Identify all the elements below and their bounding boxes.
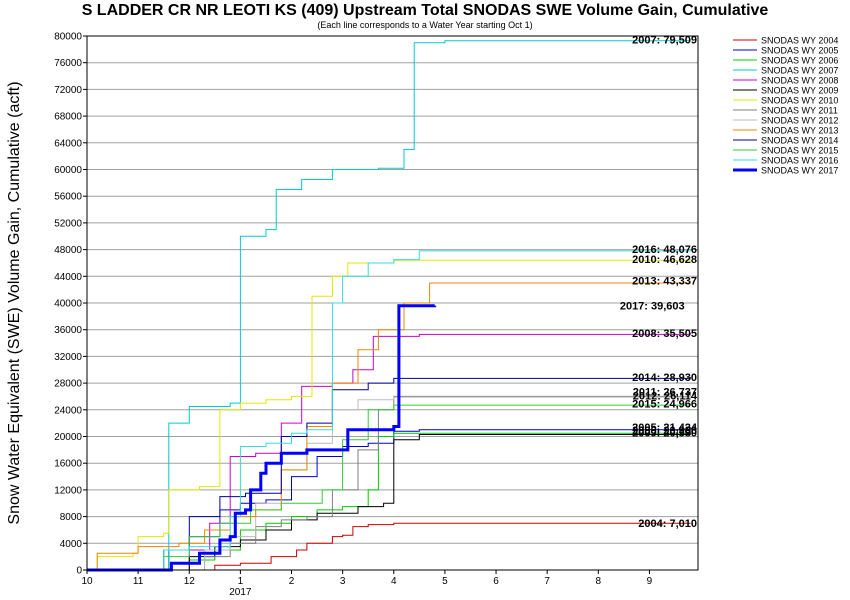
series-end-label: 2014: 28,930 <box>632 372 697 384</box>
legend-entry: SNODAS WY 2012 <box>761 116 838 126</box>
y-tick-label: 16000 <box>54 459 82 470</box>
legend-entry: SNODAS WY 2009 <box>761 86 838 96</box>
y-tick-label: 8000 <box>60 512 83 523</box>
series-end-label: 2017: 39,603 <box>620 301 685 313</box>
series-end-label: 2006: 20,986 <box>632 425 697 437</box>
y-tick-label: 64000 <box>54 138 82 149</box>
x-tick-label: 8 <box>596 576 602 587</box>
series-line-snodas-wy-2004 <box>87 522 691 571</box>
x-tick-label: 9 <box>647 576 653 587</box>
x-tick-label: 2 <box>289 576 295 587</box>
legend-entry: SNODAS WY 2004 <box>761 36 838 46</box>
legend-entry: SNODAS WY 2015 <box>761 146 838 156</box>
y-tick-label: 36000 <box>54 325 82 336</box>
axes: 0 4000 8000 12000 16000 20000 24000 28000 32000 3… <box>6 32 699 598</box>
y-tick-label: 32000 <box>54 352 82 363</box>
legend-entry: SNODAS WY 2013 <box>761 126 838 136</box>
y-tick-label: 52000 <box>54 218 82 229</box>
y-tick-label: 24000 <box>54 405 82 416</box>
series-line-snodas-wy-2006 <box>87 429 691 571</box>
series-end-label: 2009: 20,580 <box>632 428 697 440</box>
y-tick-label: 40000 <box>54 299 82 310</box>
y-tick-label: 60000 <box>54 165 82 176</box>
x-tick-label: 5 <box>442 576 448 587</box>
series-end-label: 2007: 79,509 <box>632 34 697 46</box>
y-tick-label: 44000 <box>54 272 82 283</box>
y-tick-label: 80000 <box>54 32 82 43</box>
x-tick-label: 3 <box>340 576 346 587</box>
series-line-snodas-wy-2007 <box>87 39 691 571</box>
x-tick-label: 6 <box>493 576 499 587</box>
series-line-snodas-wy-2016 <box>87 249 691 571</box>
series-end-label: 2013: 43,337 <box>632 276 697 288</box>
chart-title: S LADDER CR NR LEOTI KS (409) Upstream T… <box>81 2 769 19</box>
x-tick-label: 11 <box>133 576 144 587</box>
y-tick-label: 56000 <box>54 192 82 203</box>
legend-entry: SNODAS WY 2005 <box>761 46 838 56</box>
y-tick-label: 20000 <box>54 432 82 443</box>
legend-entry: SNODAS WY 2014 <box>761 136 838 146</box>
series-end-label: 2016: 48,076 <box>632 244 697 256</box>
y-tick-label: 12000 <box>54 485 82 496</box>
y-tick-label: 68000 <box>54 112 82 123</box>
x-year-label: 2017 <box>229 587 252 598</box>
series-line-snodas-wy-2015 <box>87 403 691 571</box>
chart-subtitle: (Each line corresponds to a Water Year s… <box>317 20 533 30</box>
y-tick-label: 76000 <box>54 58 82 69</box>
legend-entry: SNODAS WY 2008 <box>761 76 838 86</box>
y-tick-label: 28000 <box>54 379 82 390</box>
y-tick-label: 4000 <box>60 539 83 550</box>
series-end-label: 2010: 46,628 <box>632 254 697 266</box>
legend-entry: SNODAS WY 2016 <box>761 156 838 166</box>
plot-frame <box>86 35 699 571</box>
y-tick-label: 0 <box>76 566 82 577</box>
x-tick-label: 7 <box>544 576 550 587</box>
series-end-label: 2015: 24,966 <box>632 398 697 410</box>
legend-entry: SNODAS WY 2007 <box>761 66 838 76</box>
series-end-label: 2012: 26,114 <box>633 391 698 403</box>
y-tick-label: 48000 <box>54 245 82 256</box>
legend-entry: SNODAS WY 2010 <box>761 96 838 106</box>
x-tick-label: 4 <box>391 576 397 587</box>
series-end-label: 2008: 35,505 <box>632 328 697 340</box>
x-tick-label: 12 <box>184 576 196 587</box>
series-line-snodas-wy-2017 <box>87 304 437 572</box>
series-lines <box>87 39 691 572</box>
series-end-label: 2011: 26,737 <box>633 387 697 399</box>
series-end-label: 2005: 21,424 <box>632 422 698 434</box>
x-tick-label: 10 <box>81 576 93 587</box>
y-tick-label: 72000 <box>54 85 82 96</box>
y-axis-title: Snow Water Equivalent (SWE) Volume Gain,… <box>6 81 23 524</box>
legend-entry: SNODAS WY 2017 <box>761 166 838 176</box>
legend-entry: SNODAS WY 2011 <box>761 106 838 116</box>
legend-entry: SNODAS WY 2006 <box>761 56 838 66</box>
series-end-label: 2004: 7,010 <box>638 518 697 530</box>
x-tick-label: 1 <box>238 576 244 587</box>
